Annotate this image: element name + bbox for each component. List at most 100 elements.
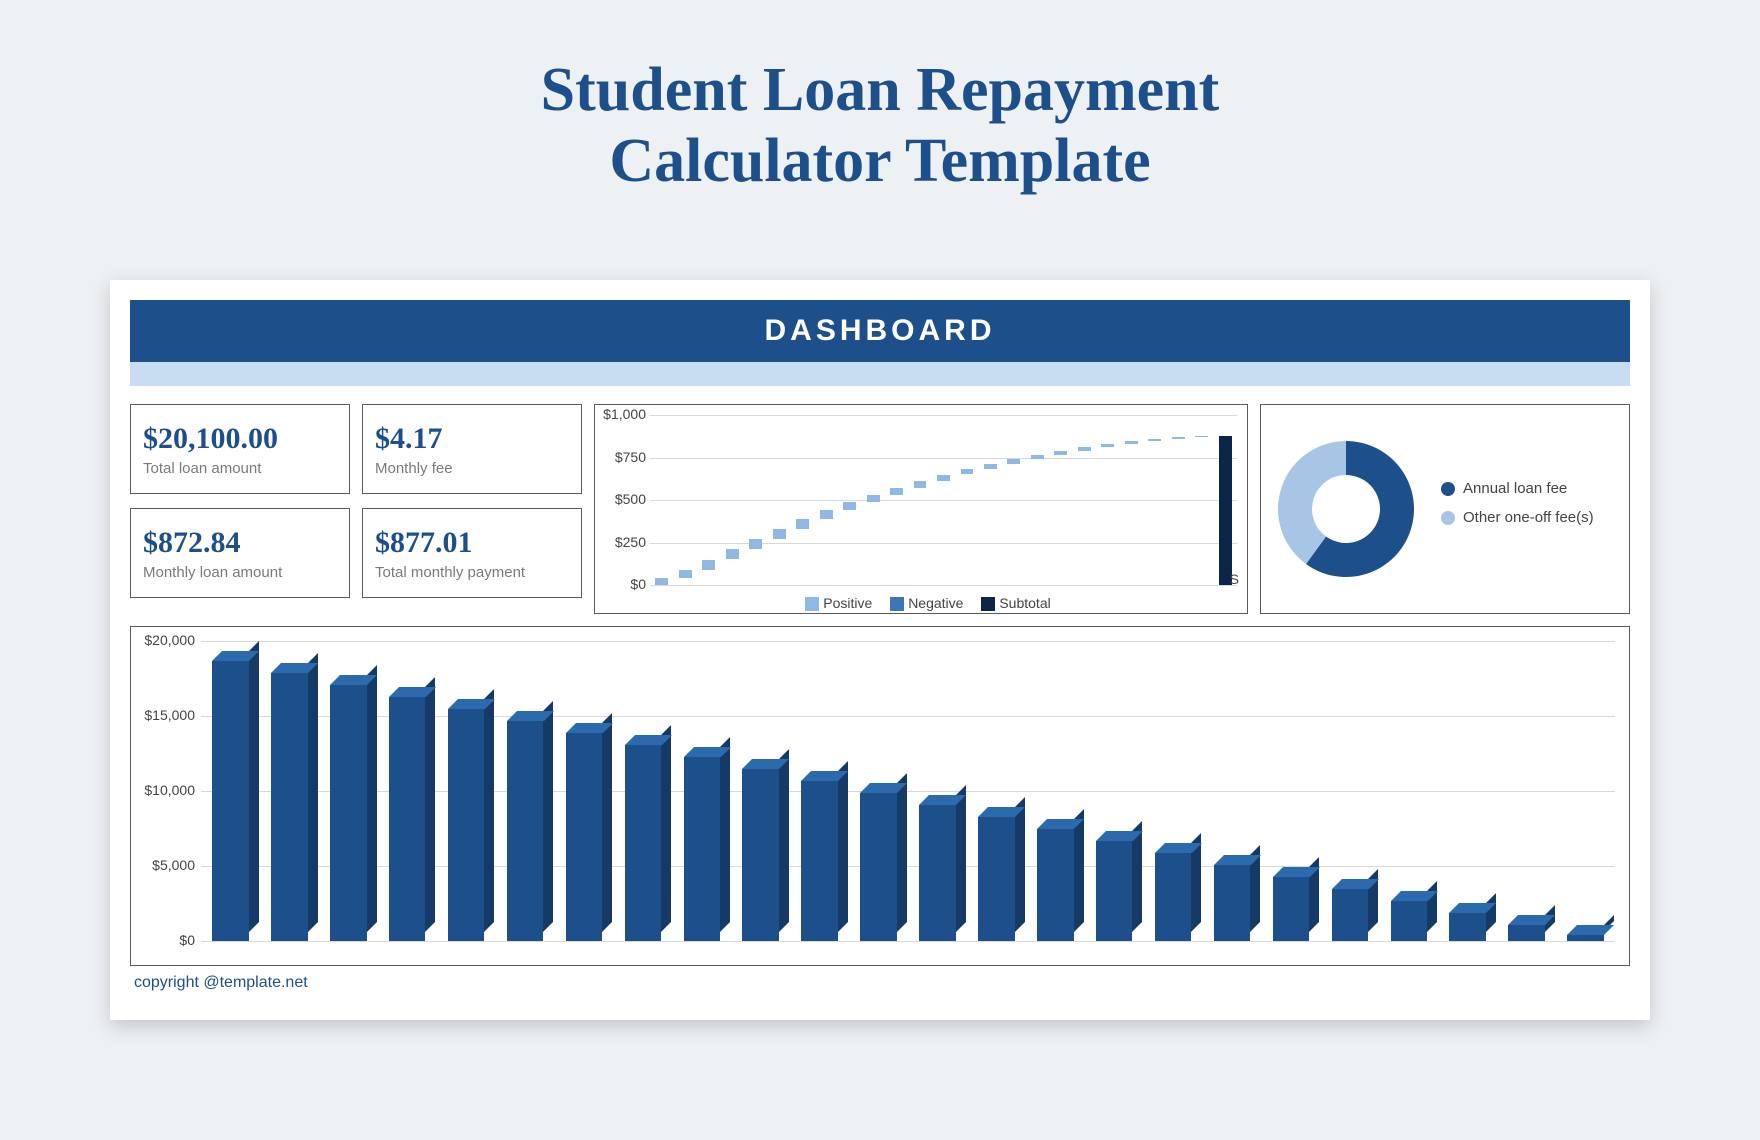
waterfall-bar: [1054, 451, 1067, 455]
bar-front: [1037, 829, 1074, 942]
waterfall-bar: [820, 510, 833, 519]
kpi-value: $872.84: [143, 526, 337, 560]
y-tick-label: $20,000: [137, 632, 195, 648]
kpi-value: $4.17: [375, 422, 569, 456]
y-tick-label: $750: [599, 449, 646, 465]
y-tick-label: $0: [137, 932, 195, 948]
waterfall-bar: [867, 495, 880, 502]
kpi-monthly-fee: $4.17 Monthly fee: [362, 404, 582, 494]
bar-front: [1391, 901, 1428, 942]
bar-front: [742, 769, 779, 942]
title-line-2: Calculator Template: [0, 126, 1760, 197]
donut-legend-item: Annual loan fee: [1441, 480, 1594, 497]
bar-front: [1155, 853, 1192, 942]
waterfall-bar: [1078, 447, 1091, 450]
waterfall-bar: [1195, 436, 1208, 437]
bar-side: [308, 653, 318, 932]
waterfall-bar: [914, 481, 927, 488]
waterfall-bar: [1125, 441, 1138, 444]
bar-side: [779, 749, 789, 932]
waterfall-bar: [679, 570, 692, 579]
donut-chart: Annual loan fee Other one-off fee(s): [1260, 404, 1630, 614]
kpi-total-loan: $20,100.00 Total loan amount: [130, 404, 350, 494]
dashboard-panel: DASHBOARD $20,100.00 Total loan amount $…: [110, 280, 1650, 1020]
y-tick-label: $1,000: [599, 406, 646, 422]
legend-swatch-subtotal: [981, 597, 995, 611]
waterfall-bar: [843, 502, 856, 511]
legend-label-subtotal: Subtotal: [999, 595, 1050, 611]
bar-front: [978, 817, 1015, 942]
bar-side: [543, 701, 553, 932]
kpi-label: Monthly fee: [375, 460, 569, 477]
bar-front: [919, 805, 956, 942]
bar-side: [1368, 869, 1378, 932]
waterfall-legend: Positive Negative Subtotal: [595, 595, 1247, 611]
waterfall-bar: [1031, 455, 1044, 459]
bar-front: [1096, 841, 1133, 942]
legend-label-negative: Negative: [908, 595, 963, 611]
bar-side: [1486, 893, 1496, 932]
bar-front: [1567, 935, 1604, 941]
bar-front: [625, 745, 662, 942]
kpi-label: Total loan amount: [143, 460, 337, 477]
y-tick-label: $10,000: [137, 782, 195, 798]
waterfall-bar: [726, 549, 739, 559]
kpi-value: $20,100.00: [143, 422, 337, 456]
kpi-column-1: $20,100.00 Total loan amount $872.84 Mon…: [130, 404, 350, 614]
waterfall-bar: [1007, 459, 1020, 464]
bar-front: [507, 721, 544, 942]
waterfall-bar: [702, 560, 715, 570]
bar-front: [389, 697, 426, 942]
waterfall-chart: Positive Negative Subtotal $0$250$500$75…: [594, 404, 1248, 614]
legend-swatch-positive: [805, 597, 819, 611]
bar-front: [860, 793, 897, 942]
waterfall-bar: [749, 539, 762, 549]
title-line-1: Student Loan Repayment: [0, 55, 1760, 126]
waterfall-bar: [890, 488, 903, 495]
bar-chart: $0 $5,000 $10,000 $15,000 $20,000: [130, 626, 1630, 966]
y-tick-label: $15,000: [137, 707, 195, 723]
page-title: Student Loan Repayment Calculator Templa…: [0, 0, 1760, 198]
y-tick-label: $250: [599, 534, 646, 550]
bar-front: [330, 685, 367, 942]
legend-dot: [1441, 511, 1455, 525]
bar-side: [484, 689, 494, 932]
bar-front: [212, 661, 249, 942]
x-axis-glyph: S: [1230, 571, 1239, 587]
waterfall-bar: [796, 519, 809, 529]
waterfall-subtotal-bar: [1219, 436, 1232, 585]
copyright: copyright @template.net: [134, 974, 1650, 992]
bar-front: [1449, 913, 1486, 942]
waterfall-bar: [1172, 437, 1185, 439]
kpi-value: $877.01: [375, 526, 569, 560]
bar-front: [1508, 925, 1545, 942]
bar-top: [1567, 925, 1614, 935]
bar-side: [1015, 797, 1025, 932]
waterfall-bar: [961, 469, 974, 474]
top-row: $20,100.00 Total loan amount $872.84 Mon…: [130, 404, 1630, 614]
waterfall-bar: [984, 464, 997, 469]
bar-front: [271, 673, 308, 942]
bar-front: [566, 733, 603, 942]
bar-front: [1332, 889, 1369, 942]
bar-front: [1273, 877, 1310, 942]
legend-label-positive: Positive: [823, 595, 872, 611]
bar-side: [956, 785, 966, 932]
bar-side: [425, 677, 435, 932]
waterfall-bar: [655, 578, 668, 585]
kpi-label: Monthly loan amount: [143, 564, 337, 581]
legend-dot: [1441, 482, 1455, 496]
y-tick-label: $500: [599, 491, 646, 507]
waterfall-bar: [937, 475, 950, 482]
y-tick-label: $5,000: [137, 857, 195, 873]
donut-legend-item: Other one-off fee(s): [1441, 509, 1594, 526]
bar-front: [801, 781, 838, 942]
bar-side: [602, 713, 612, 932]
bar-side: [367, 665, 377, 932]
waterfall-bar: [773, 529, 786, 539]
dashboard-header: DASHBOARD: [130, 300, 1630, 362]
kpi-total-monthly: $877.01 Total monthly payment: [362, 508, 582, 598]
dashboard-subheader: [130, 362, 1630, 386]
donut-legend: Annual loan fee Other one-off fee(s): [1441, 480, 1594, 538]
legend-label: Annual loan fee: [1463, 480, 1567, 497]
